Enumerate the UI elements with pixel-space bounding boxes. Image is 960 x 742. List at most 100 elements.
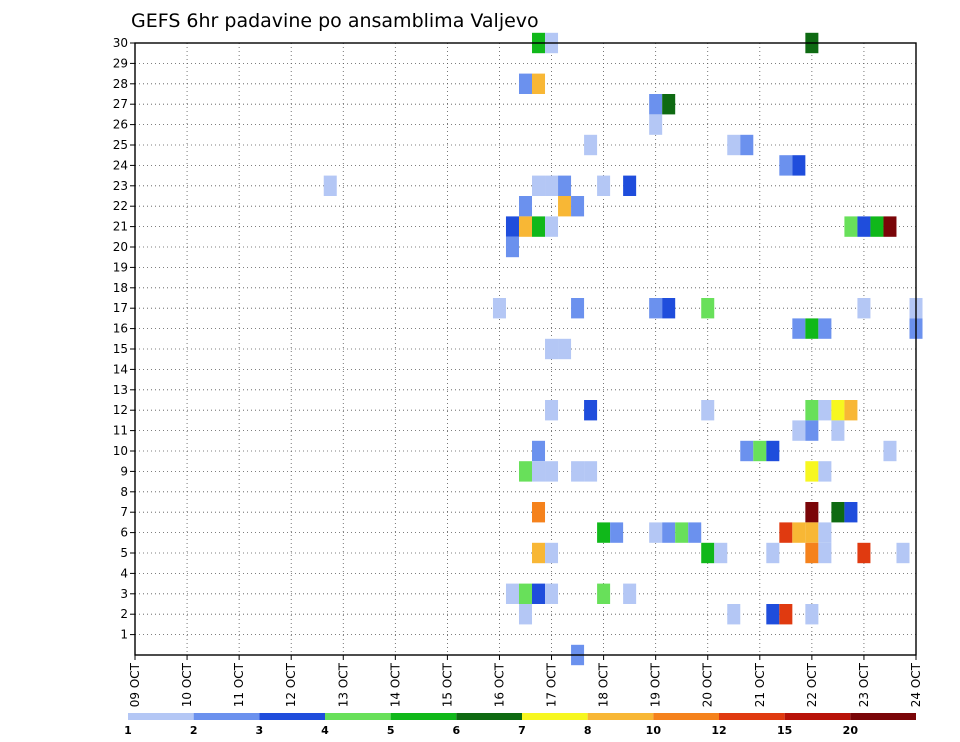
- x-tick-label: 20 OCT: [701, 662, 715, 707]
- heatmap-cell: [844, 400, 858, 421]
- x-tick-label: 14 OCT: [388, 662, 402, 707]
- legend-label: 15: [777, 724, 792, 737]
- heatmap-cell: [805, 461, 819, 482]
- y-tick-label: 25: [113, 138, 128, 152]
- heatmap-cell: [818, 400, 832, 421]
- heatmap-cell: [766, 440, 780, 462]
- y-tick-label: 29: [113, 56, 128, 70]
- heatmap-cell: [558, 196, 572, 217]
- heatmap-cell: [818, 318, 832, 339]
- heatmap-cell: [805, 522, 819, 543]
- heatmap-cell: [714, 542, 728, 564]
- heatmap-cell: [883, 440, 897, 462]
- y-tick-label: 26: [113, 118, 128, 132]
- heatmap-cell: [323, 175, 337, 196]
- heatmap-cell: [792, 420, 806, 441]
- grid: [135, 43, 916, 655]
- heatmap-cell: [831, 420, 845, 441]
- legend-label: 8: [584, 724, 592, 737]
- heatmap-cell: [532, 583, 546, 604]
- heatmap-cell: [805, 400, 819, 421]
- heatmap-cell: [505, 236, 519, 258]
- heatmap-cell: [779, 522, 793, 543]
- x-tick-label: 15 OCT: [440, 662, 454, 707]
- legend-swatch: [128, 713, 194, 720]
- heatmap-cell: [792, 318, 806, 339]
- legend-swatch: [193, 713, 260, 720]
- heatmap-cell: [831, 400, 845, 421]
- heatmap-cell: [518, 604, 533, 625]
- heatmap-cell: [518, 461, 533, 482]
- heatmap-cell: [818, 522, 832, 543]
- heatmap-cell: [779, 604, 793, 625]
- heatmap-cell: [505, 583, 519, 604]
- y-tick-label: 17: [113, 301, 128, 315]
- heatmap-cell: [545, 583, 559, 604]
- y-tick-label: 30: [113, 36, 128, 50]
- heatmap-cell: [805, 318, 819, 339]
- legend-swatch: [850, 713, 916, 720]
- heatmap-cell: [662, 298, 676, 319]
- legend-swatch: [784, 713, 851, 720]
- legend-label: 12: [711, 724, 726, 737]
- heatmap-cell: [584, 134, 598, 156]
- heatmap-cell: [584, 400, 598, 421]
- heatmap-cell: [766, 542, 780, 564]
- legend-swatch: [653, 713, 719, 720]
- heatmap-cell: [518, 583, 533, 604]
- heatmap-cell: [623, 583, 637, 604]
- legend-label: 1: [124, 724, 132, 737]
- y-tick-label: 14: [113, 362, 128, 376]
- heatmap-cell: [896, 542, 910, 564]
- heatmap-cell: [792, 155, 806, 176]
- heatmap-cell: [844, 216, 858, 237]
- heatmap-cell: [532, 440, 546, 462]
- x-tick-label: 13 OCT: [336, 662, 350, 707]
- heatmap-cell: [857, 216, 871, 237]
- y-tick-label: 24: [113, 158, 128, 172]
- heatmap-cell: [649, 114, 663, 135]
- heatmap-cell: [727, 604, 741, 625]
- legend-swatch: [390, 713, 457, 720]
- heatmap-cell: [584, 461, 598, 482]
- heatmap-cell: [532, 175, 546, 196]
- x-tick-label: 16 OCT: [492, 662, 506, 707]
- heatmap-cell: [532, 461, 546, 482]
- x-tick-label: 22 OCT: [805, 662, 819, 707]
- heatmap-cell: [818, 542, 832, 564]
- plot-frame: [134, 42, 917, 656]
- heatmap-cell: [505, 216, 519, 237]
- x-axis: 09 OCT 10 OCT 11 OCT 12 OCT 13 OCT 14 OCT 15 O…: [128, 655, 923, 707]
- heatmap-cell: [492, 298, 506, 319]
- y-tick-label: 2: [120, 607, 128, 621]
- heatmap-cell: [753, 440, 767, 462]
- heatmap-cells: [323, 32, 923, 666]
- legend-label: 3: [256, 724, 264, 737]
- heatmap-cell: [532, 216, 546, 237]
- heatmap-cell: [518, 196, 533, 217]
- heatmap-cell: [597, 522, 611, 543]
- heatmap-cell: [545, 175, 559, 196]
- legend-swatch: [325, 713, 391, 720]
- y-axis: 1234567891011121314151617181920212223242…: [113, 36, 135, 642]
- legend-swatch: [587, 713, 654, 720]
- heatmap-cell: [597, 175, 611, 196]
- legend-label: 5: [387, 724, 395, 737]
- heatmap-cell: [518, 216, 533, 237]
- heatmap-cell: [870, 216, 884, 237]
- heatmap-cell: [779, 155, 793, 176]
- legend-swatch: [456, 713, 522, 720]
- y-tick-label: 9: [120, 464, 128, 478]
- y-tick-label: 19: [113, 260, 128, 274]
- heatmap-cell: [792, 522, 806, 543]
- y-tick-label: 27: [113, 97, 128, 111]
- heatmap-cell: [844, 502, 858, 523]
- x-tick-label: 09 OCT: [128, 662, 142, 707]
- heatmap-cell: [831, 502, 845, 523]
- heatmap-cell: [571, 298, 585, 319]
- x-tick-label: 18 OCT: [597, 662, 611, 707]
- heatmap-cell: [818, 461, 832, 482]
- heatmap-cell: [662, 522, 676, 543]
- heatmap-cell: [532, 542, 546, 564]
